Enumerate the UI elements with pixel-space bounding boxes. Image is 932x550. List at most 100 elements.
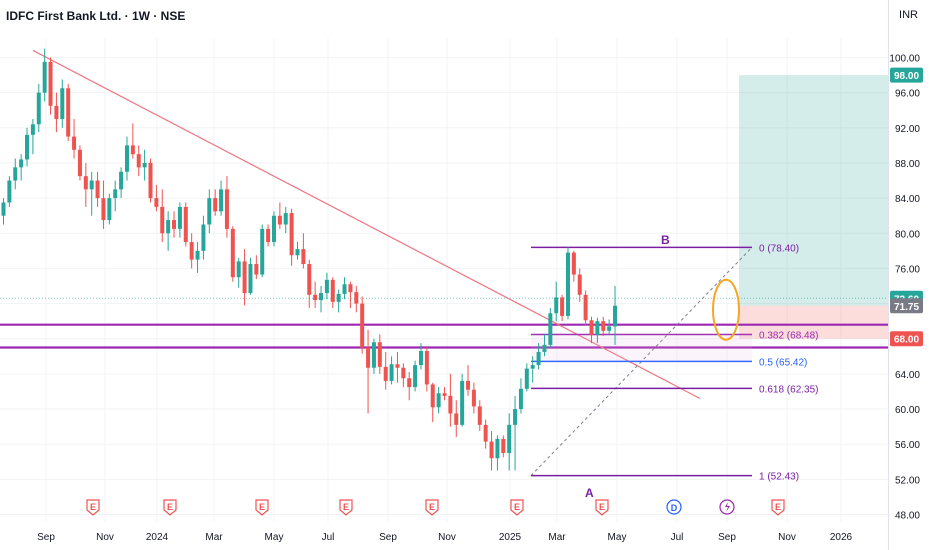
candle[interactable] (548, 313, 553, 345)
candle[interactable] (324, 279, 329, 294)
earnings-marker[interactable] (163, 499, 177, 516)
candle[interactable] (13, 167, 18, 181)
candle[interactable] (289, 213, 294, 256)
candle[interactable] (583, 294, 588, 321)
candle[interactable] (277, 215, 282, 225)
candle[interactable] (507, 424, 512, 453)
candle[interactable] (113, 189, 118, 199)
candle[interactable] (460, 380, 465, 425)
symbol-title[interactable]: IDFC First Bank Ltd. · 1W · NSE (6, 9, 186, 23)
candle[interactable] (360, 303, 365, 348)
candle[interactable] (260, 228, 265, 275)
candle[interactable] (530, 365, 535, 369)
candle[interactable] (195, 250, 200, 260)
candle[interactable] (224, 189, 229, 229)
candle[interactable] (601, 321, 606, 331)
candle[interactable] (471, 389, 476, 407)
dividend-marker[interactable] (666, 499, 682, 515)
candle[interactable] (107, 198, 112, 221)
candle[interactable] (395, 364, 400, 368)
candle[interactable] (95, 180, 100, 199)
candle[interactable] (560, 297, 565, 316)
candle[interactable] (242, 261, 247, 294)
highlight-ellipse[interactable] (712, 278, 740, 341)
candle[interactable] (189, 242, 194, 260)
candle[interactable] (266, 228, 271, 243)
candle[interactable] (248, 264, 253, 294)
candle[interactable] (589, 320, 594, 336)
candle[interactable] (436, 393, 441, 408)
candle[interactable] (319, 293, 324, 301)
candle[interactable] (72, 136, 77, 150)
candle[interactable] (595, 321, 600, 336)
candle[interactable] (613, 305, 618, 327)
candle[interactable] (177, 206, 182, 229)
candle[interactable] (301, 249, 306, 265)
earnings-marker[interactable] (595, 499, 609, 516)
candle[interactable] (571, 252, 576, 275)
candle[interactable] (295, 249, 300, 256)
candle[interactable] (254, 264, 259, 275)
candle[interactable] (42, 61, 47, 93)
candle[interactable] (524, 368, 529, 389)
candle[interactable] (307, 264, 312, 295)
currency-label[interactable]: INR (899, 9, 918, 21)
candle[interactable] (207, 198, 212, 225)
candle[interactable] (166, 220, 171, 234)
candle[interactable] (348, 284, 353, 293)
candle[interactable] (101, 198, 106, 221)
candle[interactable] (366, 347, 371, 368)
stop-zone[interactable] (739, 305, 888, 339)
candle[interactable] (477, 406, 482, 425)
candle[interactable] (271, 215, 276, 243)
candle[interactable] (19, 159, 24, 168)
candle[interactable] (154, 198, 159, 207)
candle[interactable] (148, 162, 153, 199)
candle[interactable] (130, 145, 135, 155)
candle[interactable] (577, 274, 582, 295)
candle[interactable] (230, 228, 235, 278)
candle[interactable] (483, 424, 488, 442)
candle[interactable] (83, 176, 88, 190)
candle[interactable] (201, 224, 206, 251)
earnings-marker[interactable] (339, 499, 353, 516)
target-zone[interactable] (739, 75, 888, 306)
candle[interactable] (283, 213, 288, 225)
trendline[interactable] (32, 49, 701, 400)
candle[interactable] (407, 378, 412, 388)
candle[interactable] (466, 380, 471, 390)
candle[interactable] (66, 88, 71, 137)
candle[interactable] (342, 284, 347, 294)
candle[interactable] (495, 438, 500, 459)
candle[interactable] (389, 364, 394, 381)
candle[interactable] (377, 342, 382, 367)
earnings-marker[interactable] (255, 499, 269, 516)
candle[interactable] (1, 202, 6, 216)
candle[interactable] (518, 388, 523, 410)
candle[interactable] (565, 252, 570, 316)
candle[interactable] (119, 171, 124, 190)
candle[interactable] (401, 367, 406, 379)
candle[interactable] (7, 180, 12, 203)
earnings-marker[interactable] (771, 499, 785, 516)
candle[interactable] (172, 220, 177, 229)
candle[interactable] (489, 441, 494, 459)
candle[interactable] (313, 294, 318, 301)
candle[interactable] (36, 92, 41, 125)
candle[interactable] (183, 206, 188, 243)
candle[interactable] (142, 162, 147, 168)
candle[interactable] (213, 198, 218, 212)
candle[interactable] (383, 366, 388, 381)
candle[interactable] (136, 154, 141, 168)
candle[interactable] (336, 293, 341, 302)
candle[interactable] (30, 124, 35, 135)
candle[interactable] (424, 351, 429, 385)
candle[interactable] (554, 297, 559, 314)
candle[interactable] (413, 365, 418, 388)
candle[interactable] (430, 384, 435, 408)
candle[interactable] (454, 413, 459, 425)
candle[interactable] (219, 189, 224, 212)
candle[interactable] (418, 351, 423, 366)
candle[interactable] (442, 393, 447, 396)
